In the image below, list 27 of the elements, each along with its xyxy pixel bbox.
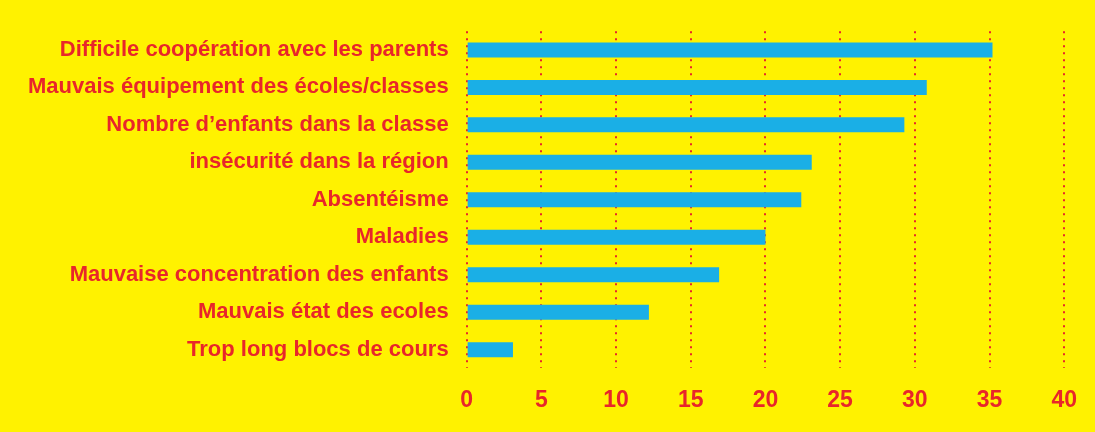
x-tick-label: 20 <box>752 385 779 412</box>
x-tick-label: 0 <box>460 385 474 412</box>
y-tick-label: Mauvais équipement des écoles/classes <box>28 73 449 99</box>
x-tick-label: 5 <box>534 385 548 412</box>
bar <box>467 304 649 320</box>
x-tick-label: 40 <box>1051 385 1078 412</box>
bar <box>467 229 766 245</box>
bar <box>467 154 812 170</box>
bar <box>467 192 802 208</box>
y-tick-label: Mauvais état des ecoles <box>197 298 449 324</box>
bar <box>467 267 720 283</box>
y-tick-label: Difficile coopération avec les parents <box>59 36 449 61</box>
y-tick-label: Maladies <box>355 223 449 249</box>
y-tick-label: Nombre d’enfants dans la classe <box>106 110 449 136</box>
bar <box>467 79 927 95</box>
y-tick-label: Trop long blocs de cours <box>187 335 449 361</box>
bar <box>467 342 513 358</box>
x-tick-label: 10 <box>603 385 629 412</box>
x-tick-label: 25 <box>827 385 854 412</box>
x-tick-label: 35 <box>976 385 1003 412</box>
y-tick-label: insécurité dans la région <box>189 148 449 174</box>
x-tick-label: 30 <box>902 385 928 412</box>
y-tick-label: Mauvaise concentration des enfants <box>69 260 449 286</box>
x-tick-label: 15 <box>677 385 704 412</box>
bar <box>467 42 993 58</box>
y-tick-label: Absentéisme <box>311 185 449 211</box>
bar <box>467 117 905 133</box>
